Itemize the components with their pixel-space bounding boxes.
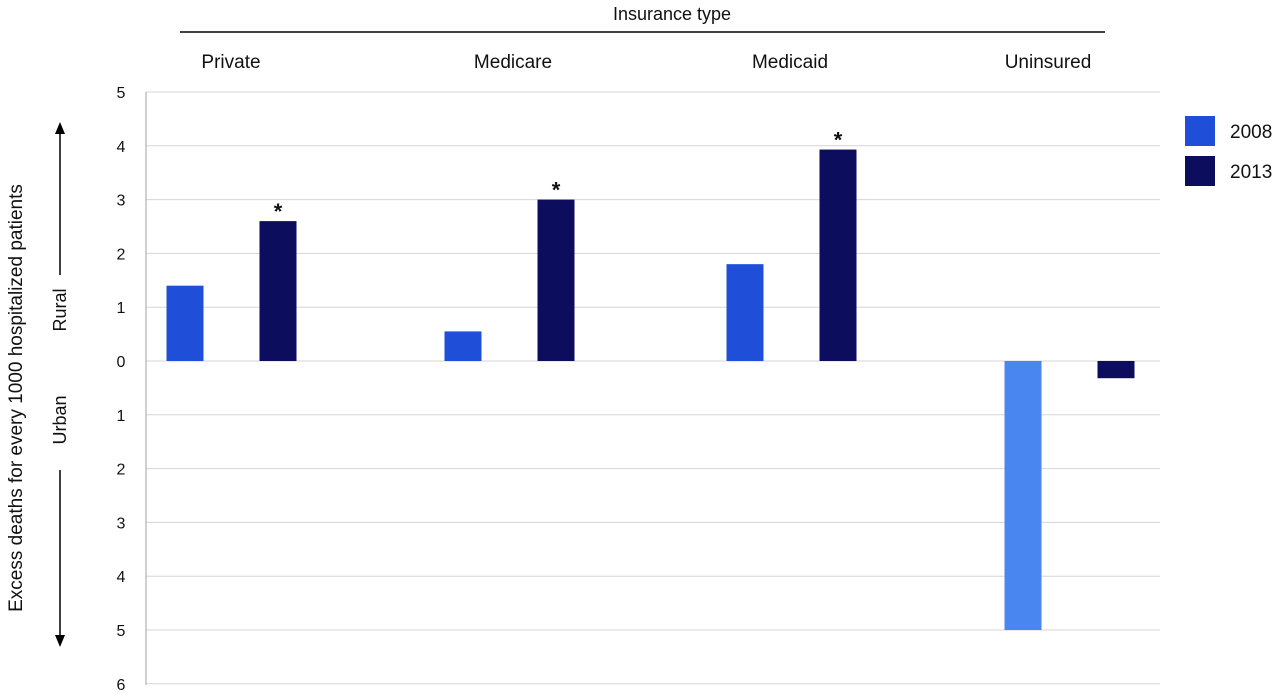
bars <box>166 149 1135 630</box>
y-tick-label: 0 <box>117 354 126 371</box>
y-tick-label: 4 <box>117 569 126 586</box>
legend-label-2013: 2013 <box>1230 162 1272 183</box>
legend: 2008 2013 <box>1185 116 1272 186</box>
category-label: Medicare <box>474 52 552 73</box>
y-tick-label: 5 <box>117 623 126 640</box>
urban-label: Urban <box>50 395 70 444</box>
bar <box>819 149 857 361</box>
category-labels: Private Medicare Medicaid Uninsured <box>201 52 1091 73</box>
y-tick-label: 6 <box>117 677 126 694</box>
y-tick-label: 1 <box>117 300 126 317</box>
rural-arrow-head-icon <box>55 122 65 134</box>
y-tick-label: 3 <box>117 193 126 210</box>
y-tick-label: 3 <box>117 515 126 532</box>
bar <box>726 264 764 361</box>
y-axis-label: Excess deaths for every 1000 hospitalize… <box>6 184 27 612</box>
bar <box>444 331 482 361</box>
y-tick-label: 4 <box>117 139 126 156</box>
legend-swatch-2013 <box>1185 156 1215 186</box>
significance-asterisk: * <box>834 128 843 153</box>
bar <box>259 221 297 361</box>
significance-asterisk: * <box>552 178 561 203</box>
significance-asterisk: * <box>274 199 283 224</box>
rural-label: Rural <box>50 288 70 331</box>
bar <box>1004 361 1042 630</box>
category-label: Uninsured <box>1005 52 1092 73</box>
rural-direction-indicator: Rural <box>50 122 70 332</box>
bar <box>537 199 575 361</box>
category-label: Medicaid <box>752 52 828 73</box>
y-tick-label: 1 <box>117 408 126 425</box>
urban-direction-indicator: Urban <box>50 395 70 647</box>
urban-arrow-head-icon <box>55 635 65 647</box>
bar <box>166 285 204 361</box>
significance-marks: * * * <box>274 128 843 225</box>
y-tick-label: 5 <box>117 85 126 102</box>
chart-title: Insurance type <box>613 4 731 24</box>
y-tick-label: 2 <box>117 462 126 479</box>
legend-swatch-2008 <box>1185 116 1215 146</box>
y-tick-labels: 5 4 3 2 1 0 1 2 3 4 5 6 <box>117 85 126 694</box>
gridlines <box>146 91 1160 685</box>
bar <box>1097 361 1135 379</box>
legend-label-2008: 2008 <box>1230 122 1272 143</box>
y-tick-label: 2 <box>117 246 126 263</box>
category-label: Private <box>201 52 260 73</box>
